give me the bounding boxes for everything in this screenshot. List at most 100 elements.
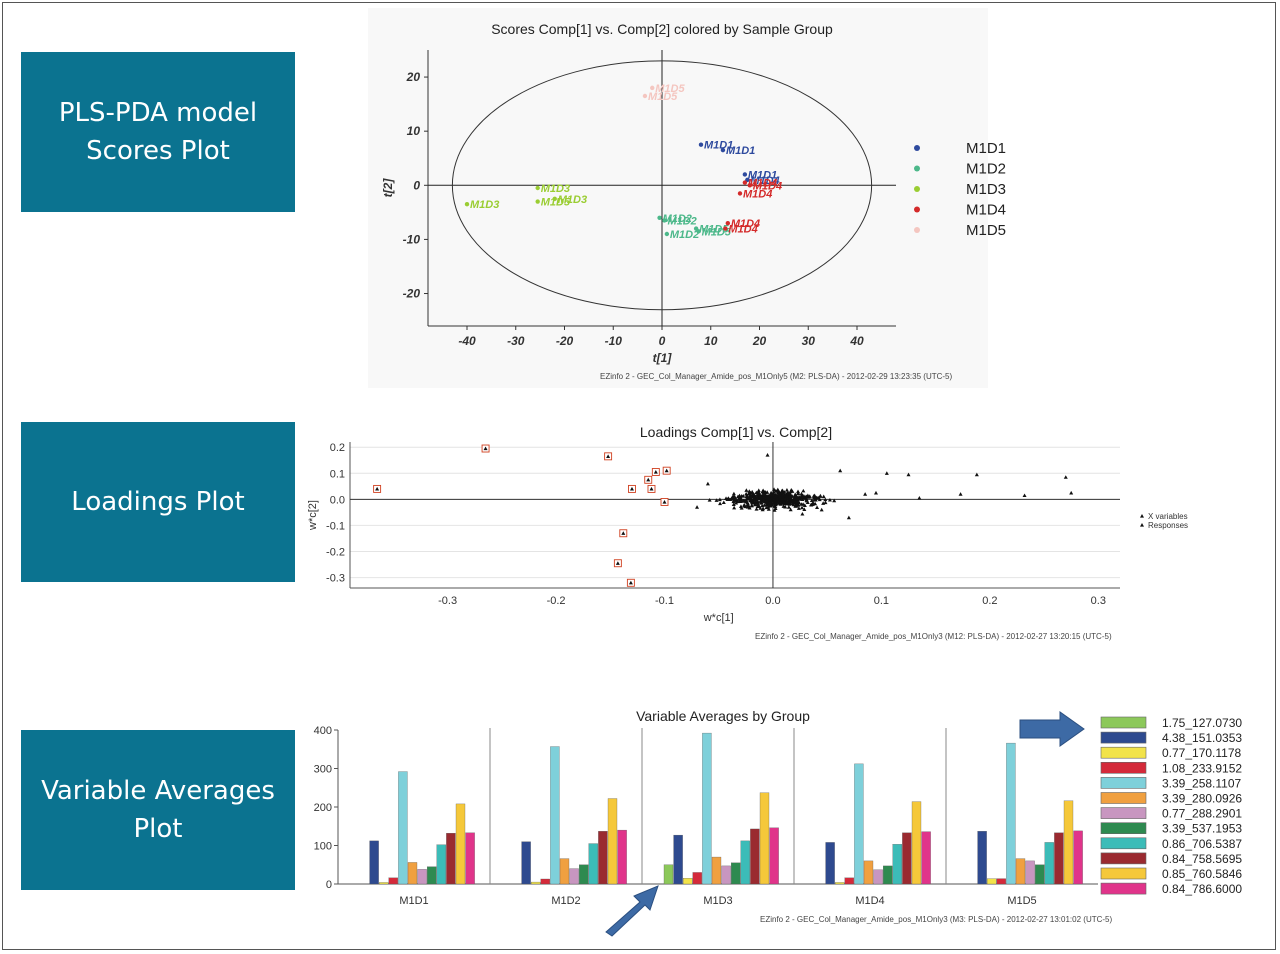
scores-point-label: M1D4: [743, 188, 772, 200]
scores-label-line-1: PLS-PDA model: [58, 98, 258, 128]
loadings-cluster-point: [788, 507, 793, 512]
averages-legend-label-4.38_151.0353: 4.38_151.0353: [1162, 731, 1242, 745]
loadings-cluster-point: [809, 502, 814, 507]
averages-bar-1.08_233.9152: [996, 878, 1006, 885]
averages-bar-4.38_151.0353: [977, 831, 987, 885]
loadings-cluster-point: [765, 490, 770, 494]
loadings-cluster-point: [758, 494, 763, 499]
averages-bar-3.39_537.1953: [1035, 864, 1045, 885]
averages-bar-0.84_786.6000: [465, 832, 475, 885]
loadings-x-tick-label: 0.1: [874, 595, 889, 607]
averages-category-label-m1d3: M1D3: [703, 895, 732, 907]
averages-y-tick-label: 300: [314, 764, 332, 776]
loadings-cluster-point: [798, 495, 803, 500]
loadings-highlighted-point: [649, 486, 654, 491]
scores-legend-marker-m1d1: [914, 145, 920, 151]
averages-bar-0.86_706.5387: [588, 843, 598, 885]
loadings-highlighted-point: [662, 499, 667, 504]
loadings-cluster-point: [764, 498, 769, 503]
loadings-legend-label: X variables: [1148, 512, 1188, 521]
loadings-cluster-point: [747, 489, 752, 493]
loadings-x-variable-point: [705, 481, 710, 486]
loadings-cluster-point: [799, 491, 804, 496]
loadings-cluster-point: [827, 497, 832, 502]
loadings-x-axis-label: w*c[1]: [703, 612, 734, 624]
loadings-y-tick-label: -0.3: [326, 573, 345, 585]
scores-x-axis-label: t[1]: [653, 351, 673, 365]
loadings-cluster-point: [776, 500, 781, 504]
scores-point-m1d4: [723, 226, 728, 231]
loadings-cluster-point: [758, 506, 763, 510]
scores-point-m1d4: [747, 183, 752, 188]
scores-point-label: M1D4: [728, 224, 757, 236]
loadings-cluster-point: [744, 498, 749, 502]
scores-point-m1d1: [742, 172, 748, 177]
loadings-x-tick-label: 0.3: [1091, 595, 1106, 607]
scores-legend-label-m1d4: M1D4: [966, 202, 1006, 219]
loadings-cluster-point: [761, 495, 766, 499]
loadings-cluster-point: [707, 498, 712, 502]
loadings-cluster-point: [785, 499, 790, 504]
averages-legend-label-0.84_758.5695: 0.84_758.5695: [1162, 852, 1242, 866]
loadings-cluster-point: [832, 498, 837, 503]
loadings-cluster-point: [728, 497, 733, 502]
loadings-cluster-point: [725, 497, 730, 502]
loadings-cluster-point: [790, 489, 795, 493]
loadings-cluster-point: [769, 493, 774, 497]
scores-legend-label-m1d3: M1D3: [966, 181, 1006, 198]
loadings-cluster-point: [776, 488, 781, 493]
scores-plot-label: PLS-PDA model Scores Plot: [21, 52, 295, 212]
averages-bar-0.84_758.5695: [598, 831, 608, 885]
loadings-cluster-point: [784, 494, 789, 499]
loadings-cluster-point: [793, 493, 798, 497]
loadings-cluster-point: [782, 490, 787, 494]
averages-bar-0.86_706.5387: [1044, 842, 1054, 885]
scores-point-m1d1: [698, 142, 704, 147]
averages-footer: EZinfo 2 - GEC_Col_Manager_Amide_pos_M1O…: [760, 915, 1113, 924]
scores-y-axis-label: t[2]: [381, 178, 395, 198]
loadings-cluster-point: [752, 502, 757, 507]
loadings-chart: Loadings Comp[1] vs. Comp[2] 0.2 0.1 0.0 -0.…: [307, 424, 1188, 624]
loadings-cluster-point: [769, 502, 774, 507]
scores-point-label: M1D2: [670, 229, 699, 241]
loadings-cluster-point: [754, 507, 759, 511]
scores-x-tick-label: 20: [752, 334, 767, 348]
scores-y-tick-label: -20: [403, 287, 421, 301]
averages-bar-3.39_280.0926: [407, 862, 418, 885]
averages-bar-0.85_760.5846: [759, 792, 770, 885]
averages-category-label-m1d5: M1D5: [1007, 895, 1036, 907]
loadings-cluster-point: [767, 500, 772, 505]
loadings-cluster-point: [779, 490, 784, 495]
averages-bar-0.84_758.5695: [902, 832, 912, 885]
loadings-cluster-point: [812, 493, 817, 498]
loadings-cluster-point: [782, 500, 787, 505]
scores-title: Scores Comp[1] vs. Comp[2] colored by Sa…: [491, 21, 833, 37]
averages-legend-label-1.08_233.9152: 1.08_233.9152: [1162, 761, 1242, 775]
loadings-cluster-point: [794, 504, 799, 508]
averages-legend-swatch-4.38_151.0353: [1100, 731, 1147, 744]
loadings-cluster-point: [779, 497, 784, 501]
averages-bar-0.77_288.2901: [417, 869, 427, 885]
loadings-cluster-point: [738, 504, 743, 508]
scores-legend-label-m1d1: M1D1: [966, 140, 1006, 157]
loadings-cluster-point: [804, 498, 809, 503]
loadings-cluster-point: [789, 499, 794, 504]
loadings-legend-marker: [1140, 514, 1144, 518]
averages-title: Variable Averages by Group: [636, 708, 810, 724]
loadings-cluster-point: [738, 499, 743, 503]
loadings-highlighted-point: [664, 468, 669, 473]
scores-legend-label-m1d2: M1D2: [966, 161, 1006, 178]
loadings-y-tick-label: 0.1: [330, 468, 345, 480]
loadings-y-tick-label: 0.0: [330, 494, 345, 506]
averages-bar-3.39_537.1953: [883, 865, 893, 885]
scores-point-m1d2: [664, 231, 670, 237]
loadings-cluster-point: [784, 487, 789, 492]
averages-y-tick-label: 200: [314, 802, 332, 814]
loadings-legend-label: Responses: [1148, 521, 1188, 530]
scores-legend-marker-m1d5: [914, 227, 920, 233]
scores-x-tick-label: 10: [704, 334, 718, 348]
loadings-x-tick-label: 0.2: [982, 595, 997, 607]
loadings-cluster-point: [796, 489, 801, 494]
loadings-x-variable-point: [958, 492, 963, 496]
loadings-cluster-point: [756, 488, 761, 492]
